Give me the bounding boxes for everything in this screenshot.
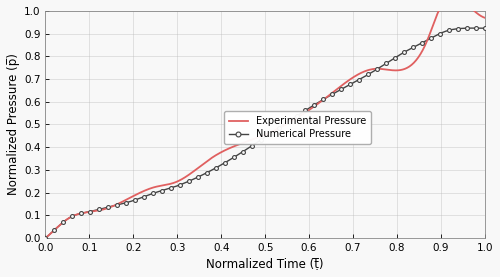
- Y-axis label: Normalized Pressure (ṗ̅): Normalized Pressure (ṗ̅): [7, 53, 20, 196]
- Legend: Experimental Pressure, Numerical Pressure: Experimental Pressure, Numerical Pressur…: [224, 111, 371, 144]
- X-axis label: Normalized Time (ṭ̅): Normalized Time (ṭ̅): [206, 257, 324, 270]
